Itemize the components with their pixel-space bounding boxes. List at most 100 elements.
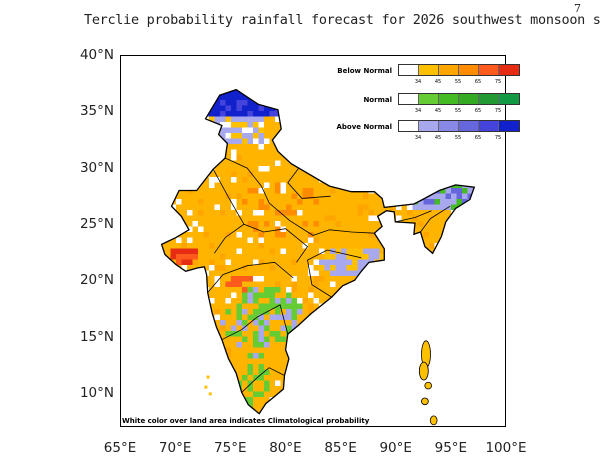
forecast-grid-cell: [198, 73, 204, 79]
forecast-grid-cell: [412, 155, 418, 161]
forecast-grid-cell: [456, 248, 462, 254]
forecast-grid-cell: [127, 56, 133, 62]
forecast-grid-cell: [258, 375, 264, 381]
forecast-grid-cell: [181, 265, 187, 271]
longitude-tick-label: 90°E: [379, 440, 412, 456]
forecast-grid-cell: [385, 56, 391, 62]
forecast-grid-cell: [358, 56, 364, 62]
forecast-grid-cell: [143, 78, 149, 84]
forecast-grid-cell: [303, 73, 309, 79]
forecast-grid-cell: [357, 210, 363, 216]
forecast-grid-cell: [248, 78, 254, 84]
forecast-grid-cell: [374, 265, 380, 271]
forecast-grid-cell: [490, 155, 496, 161]
forecast-grid-cell: [220, 73, 226, 79]
forecast-grid-cell: [198, 116, 204, 122]
forecast-grid-cell: [253, 287, 259, 293]
forecast-grid-cell: [462, 160, 468, 166]
forecast-grid-cell: [258, 122, 264, 128]
forecast-grid-cell: [138, 84, 144, 90]
forecast-grid-cell: [258, 111, 264, 117]
forecast-grid-cell: [413, 56, 419, 62]
forecast-grid-cell: [132, 106, 138, 112]
forecast-grid-cell: [352, 270, 358, 276]
island-marker: [429, 415, 438, 426]
forecast-grid-cell: [490, 161, 496, 167]
forecast-grid-cell: [161, 122, 165, 128]
forecast-grid-cell: [138, 249, 144, 255]
forecast-grid-cell: [132, 155, 138, 161]
forecast-grid-cell: [363, 408, 369, 414]
forecast-grid-cell: [374, 215, 380, 221]
forecast-grid-cell: [161, 215, 165, 221]
forecast-grid-cell: [429, 171, 435, 177]
forecast-grid-cell: [269, 248, 275, 254]
forecast-grid-cell: [138, 271, 144, 277]
forecast-grid-cell: [192, 122, 198, 128]
forecast-grid-cell: [209, 111, 215, 117]
forecast-grid-cell: [187, 353, 193, 359]
forecast-grid-cell: [231, 111, 237, 117]
forecast-grid-cell: [149, 100, 155, 106]
forecast-grid-cell: [220, 111, 226, 117]
forecast-grid-cell: [154, 106, 160, 112]
forecast-grid-cell: [423, 391, 429, 397]
forecast-grid-cell: [412, 369, 418, 375]
forecast-grid-cell: [242, 122, 248, 128]
forecast-grid-cell: [302, 298, 308, 304]
longitude-tick-label: 65°E: [103, 440, 137, 456]
forecast-grid-cell: [138, 106, 144, 112]
forecast-grid-cell: [352, 259, 358, 265]
forecast-grid-cell: [429, 375, 435, 381]
forecast-grid-cell: [231, 155, 237, 161]
forecast-grid-cell: [181, 276, 187, 282]
forecast-grid-cell: [302, 402, 308, 408]
forecast-grid-cell: [253, 78, 259, 84]
forecast-grid-cell: [313, 281, 319, 287]
forecast-grid-cell: [286, 89, 292, 95]
forecast-grid-cell: [313, 259, 319, 265]
forecast-grid-cell: [154, 353, 160, 359]
forecast-grid-cell: [149, 56, 155, 62]
forecast-grid-cell: [198, 364, 204, 370]
forecast-grid-cell: [335, 265, 341, 271]
forecast-grid-cell: [275, 182, 281, 188]
forecast-grid-cell: [434, 199, 440, 205]
forecast-grid-cell: [445, 199, 451, 205]
forecast-grid-cell: [215, 84, 221, 90]
forecast-grid-cell: [138, 67, 144, 73]
forecast-grid-cell: [440, 270, 446, 276]
forecast-grid-cell: [434, 177, 440, 183]
forecast-grid-cell: [467, 155, 473, 161]
forecast-grid-cell: [187, 254, 193, 260]
forecast-grid-cell: [281, 67, 287, 73]
forecast-grid-cell: [181, 89, 187, 95]
forecast-grid-cell: [275, 100, 281, 106]
latitude-tick-label: 10°N: [79, 385, 114, 402]
forecast-grid-cell: [165, 116, 171, 122]
legend-swatch: [479, 121, 499, 131]
forecast-grid-cell: [231, 94, 237, 100]
forecast-grid-cell: [490, 205, 496, 211]
forecast-grid-cell: [352, 248, 358, 254]
forecast-grid-cell: [165, 160, 171, 166]
latitude-tick-label: 20°N: [79, 272, 114, 289]
forecast-grid-cell: [479, 166, 485, 172]
forecast-grid-cell: [231, 402, 237, 408]
forecast-grid-cell: [258, 342, 264, 348]
forecast-grid-cell: [170, 127, 176, 133]
forecast-grid-cell: [451, 160, 457, 166]
forecast-grid-cell: [297, 84, 303, 90]
forecast-grid-cell: [149, 243, 155, 249]
forecast-grid-cell: [247, 221, 253, 227]
forecast-grid-cell: [319, 309, 325, 315]
forecast-grid-cell: [220, 94, 226, 100]
forecast-grid-cell: [275, 67, 281, 73]
forecast-grid-cell: [484, 150, 490, 156]
forecast-grid-cell: [303, 84, 309, 90]
forecast-grid-cell: [495, 166, 501, 172]
forecast-grid-cell: [286, 204, 292, 210]
forecast-grid-cell: [161, 116, 165, 122]
forecast-grid-cell: [501, 320, 506, 326]
legend-label-normal: Normal: [363, 96, 392, 104]
